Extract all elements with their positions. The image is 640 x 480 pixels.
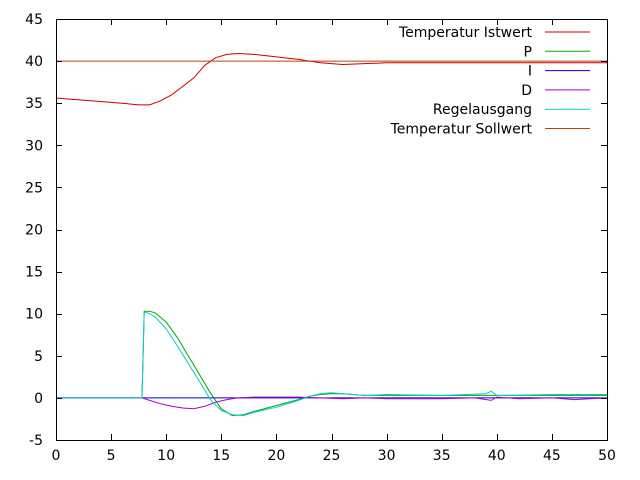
y-tick-label: 30 xyxy=(25,138,43,154)
x-tick-label: 35 xyxy=(433,448,451,464)
series-line-3 xyxy=(56,396,608,410)
y-tick-label: 45 xyxy=(25,12,43,28)
y-axis: -5 0 5 10 15 20 25 30 35 40 45 xyxy=(25,12,607,449)
y-tick-label: 10 xyxy=(25,307,43,323)
y-tick-label: 40 xyxy=(25,54,43,70)
x-tick-label: 0 xyxy=(52,448,61,464)
legend-label: P xyxy=(524,44,532,60)
series-line-4 xyxy=(56,311,607,417)
x-tick-label: 40 xyxy=(488,448,506,464)
x-tick-label: 50 xyxy=(598,448,616,464)
y-tick-label: 0 xyxy=(34,391,43,407)
legend-label: D xyxy=(521,83,532,99)
x-tick-label: 15 xyxy=(212,448,230,464)
x-tick-label: 45 xyxy=(543,448,561,464)
legend-label: Temperatur Sollwert xyxy=(390,122,533,138)
legend-label: I xyxy=(528,64,532,80)
y-tick-label: 5 xyxy=(34,349,43,365)
x-tick-label: 30 xyxy=(378,448,396,464)
x-tick-label: 10 xyxy=(157,448,175,464)
plot-lines xyxy=(55,52,608,417)
legend-label: Regelausgang xyxy=(433,102,532,118)
x-tick-label: 20 xyxy=(267,448,285,464)
x-tick-label: 25 xyxy=(323,448,341,464)
legend-label: Temperatur Istwert xyxy=(398,25,533,41)
series-line-1 xyxy=(56,310,607,417)
y-tick-label: 25 xyxy=(25,180,43,196)
x-tick-label: 5 xyxy=(107,448,116,464)
y-tick-label: 20 xyxy=(25,223,43,239)
y-tick-label: 15 xyxy=(25,265,43,281)
x-axis: 0 5 10 15 20 25 30 35 40 45 50 xyxy=(52,19,616,464)
y-tick-label: 35 xyxy=(25,96,43,112)
legend: Temperatur Istwert PID Regelausgang Tempera… xyxy=(390,25,590,138)
series-line-0 xyxy=(55,52,607,106)
y-tick-label: -5 xyxy=(29,433,43,449)
